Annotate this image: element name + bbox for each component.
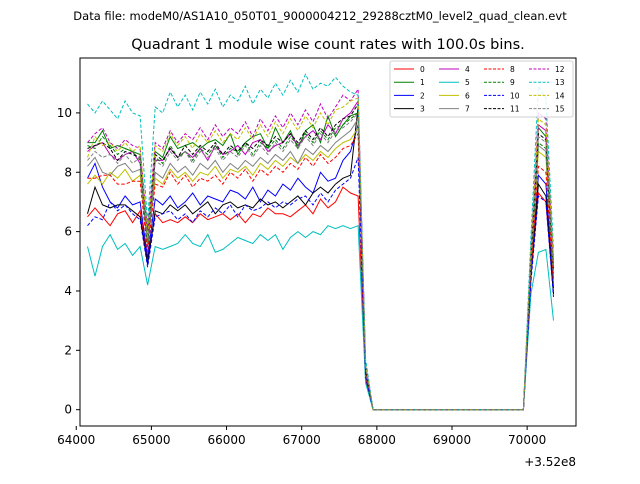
series-line-12 bbox=[87, 87, 554, 411]
y-axis: 0 2 4 6 8 10 bbox=[57, 106, 80, 417]
x-tick-label: 67000 bbox=[283, 433, 321, 447]
legend-label-5: 5 bbox=[465, 78, 470, 87]
legend-label-2: 2 bbox=[420, 91, 425, 100]
legend-label-10: 10 bbox=[510, 91, 520, 100]
legend-frame bbox=[389, 60, 574, 118]
x-axis: 64000 65000 66000 67000 68000 69000 70000 bbox=[57, 426, 546, 447]
y-tick-label: 6 bbox=[64, 225, 72, 239]
x-tick-label: 65000 bbox=[132, 433, 170, 447]
legend-label-4: 4 bbox=[465, 65, 470, 74]
x-tick-label: 70000 bbox=[508, 433, 546, 447]
x-tick-label: 68000 bbox=[358, 433, 396, 447]
legend-label-8: 8 bbox=[510, 65, 515, 74]
y-tick-label: 8 bbox=[64, 165, 72, 179]
legend-label-13: 13 bbox=[555, 78, 565, 87]
x-tick-label: 69000 bbox=[433, 433, 471, 447]
legend-label-7: 7 bbox=[465, 105, 470, 114]
x-tick-label: 64000 bbox=[57, 433, 95, 447]
legend-label-12: 12 bbox=[555, 65, 565, 74]
x-offset-label: +3.52e8 bbox=[524, 455, 576, 469]
plot-frame bbox=[79, 57, 577, 427]
legend-label-9: 9 bbox=[510, 78, 515, 87]
legend-label-0: 0 bbox=[420, 65, 425, 74]
series-layer bbox=[87, 73, 554, 411]
legend-label-15: 15 bbox=[555, 105, 565, 114]
legend-label-11: 11 bbox=[510, 105, 520, 114]
chart-title: Quadrant 1 module wise count rates with … bbox=[131, 37, 525, 53]
y-tick-label: 4 bbox=[64, 284, 72, 298]
legend-label-14: 14 bbox=[555, 91, 565, 100]
legend-label-6: 6 bbox=[465, 91, 470, 100]
y-tick-label: 2 bbox=[64, 343, 72, 357]
legend-label-3: 3 bbox=[420, 105, 425, 114]
figure-suptitle: Data file: modeM0/AS1A10_050T01_90000042… bbox=[73, 9, 567, 23]
y-tick-label: 0 bbox=[64, 403, 72, 417]
series-line-15 bbox=[87, 111, 554, 411]
y-tick-label: 10 bbox=[57, 106, 72, 120]
x-tick-label: 66000 bbox=[207, 433, 245, 447]
series-line-14 bbox=[87, 97, 554, 411]
legend-label-1: 1 bbox=[420, 78, 425, 87]
